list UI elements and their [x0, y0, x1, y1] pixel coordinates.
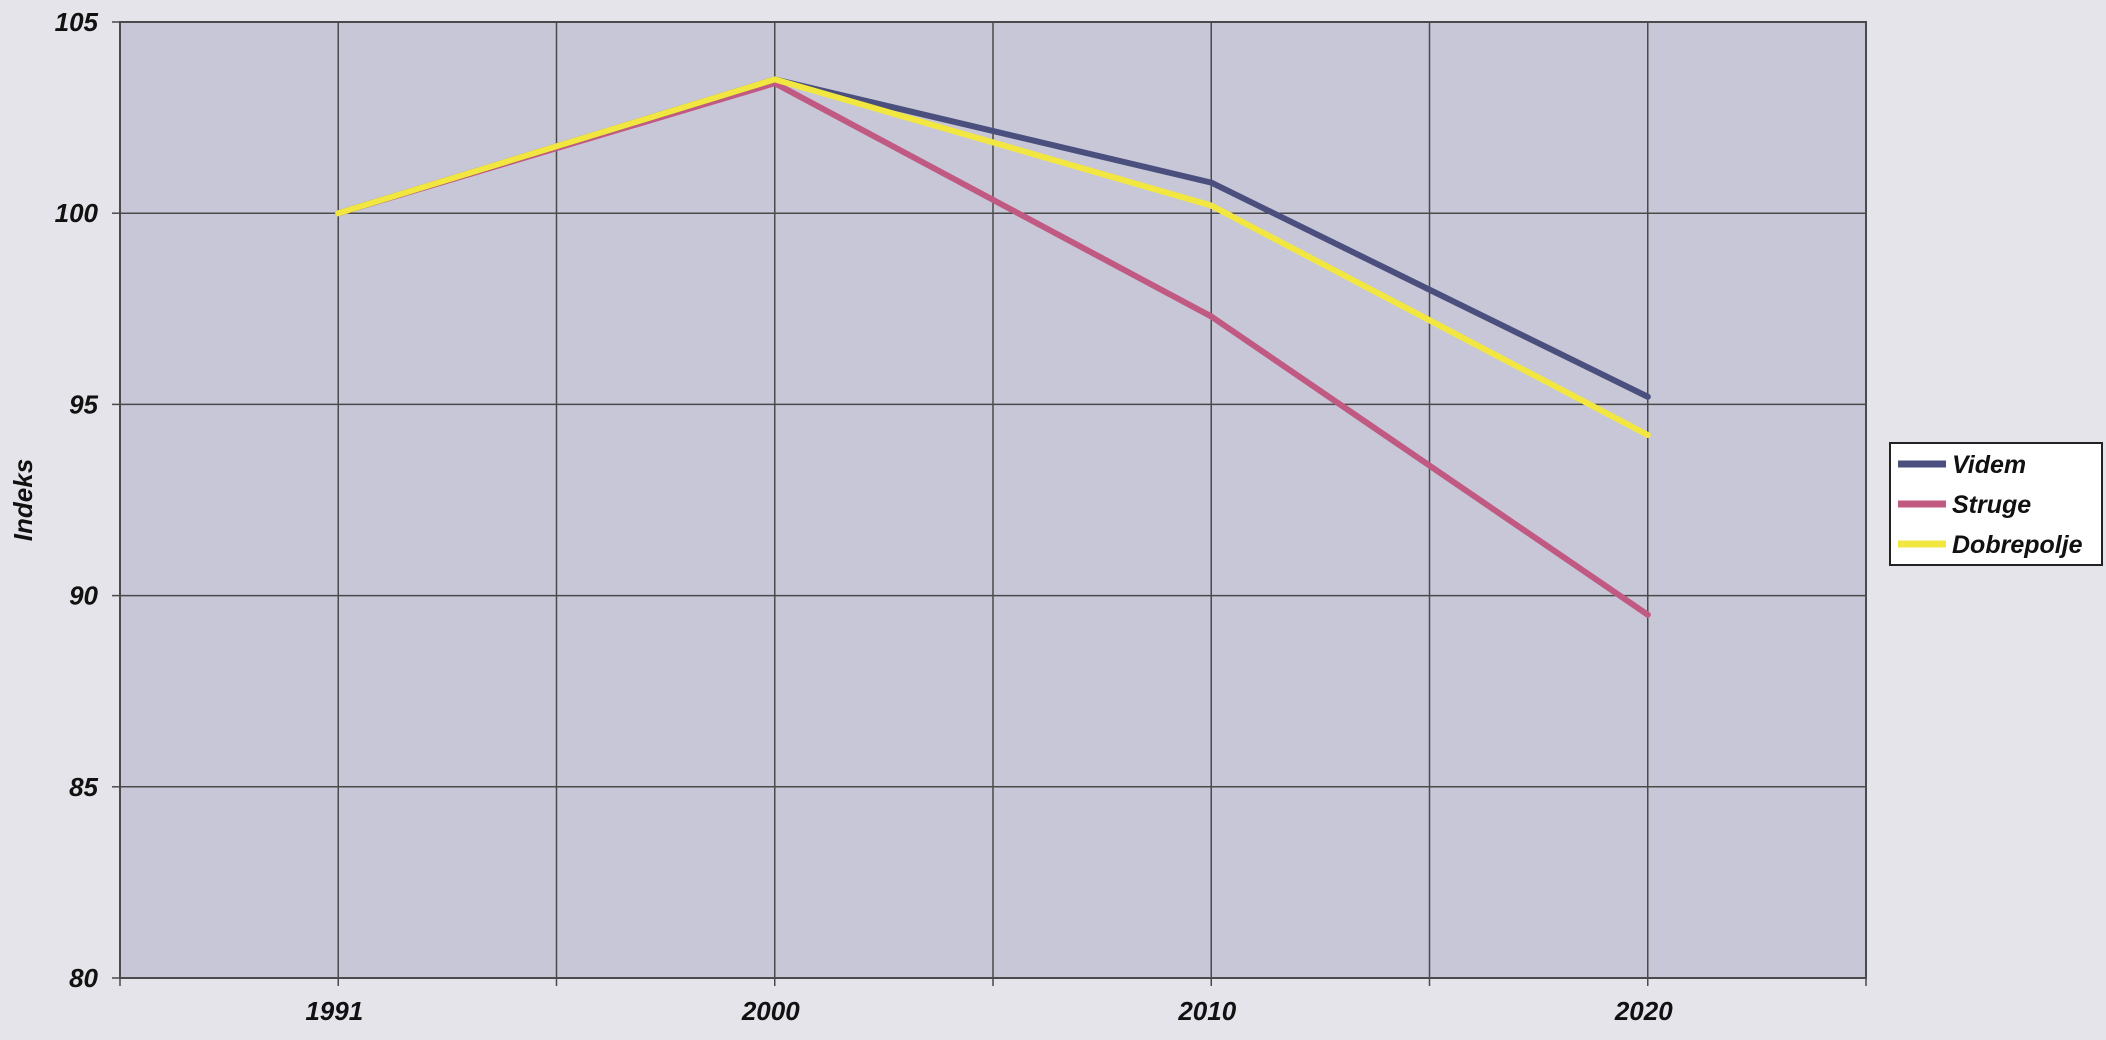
- series-lines: [335, 76, 1651, 618]
- legend-label-struge: Struge: [1952, 491, 2031, 519]
- y-axis-label: Indeks: [8, 459, 38, 541]
- y-tick-label: 90: [69, 581, 98, 611]
- data-point-struge: [1644, 611, 1651, 618]
- grid-lines: [120, 21, 1866, 979]
- data-point-dobrepolje: [1644, 431, 1651, 438]
- legend-label-videm: Videm: [1952, 451, 2026, 479]
- data-point-dobrepolje: [335, 210, 342, 217]
- x-axis-ticks: 1991 2000 2010 2020: [119, 978, 1867, 1026]
- data-point-videm: [1208, 179, 1215, 186]
- y-tick-label: 105: [55, 7, 99, 37]
- legend: Videm Struge Dobrepolje: [1889, 442, 2103, 566]
- data-point-dobrepolje: [771, 76, 778, 83]
- legend-label-dobrepolje: Dobrepolje: [1952, 531, 2083, 559]
- x-tick-label: 2010: [1177, 996, 1236, 1026]
- y-tick-label: 85: [69, 772, 98, 802]
- x-tick-label: 2000: [741, 996, 800, 1026]
- y-tick-label: 100: [55, 198, 99, 228]
- data-point-videm: [1644, 393, 1651, 400]
- data-point-struge: [1208, 313, 1215, 320]
- series-line-dobrepolje: [335, 76, 1651, 438]
- y-tick-label: 95: [69, 389, 98, 419]
- y-tick-label: 80: [69, 963, 98, 993]
- x-tick-label: 1991: [305, 996, 363, 1026]
- data-point-dobrepolje: [1208, 202, 1215, 209]
- y-axis-ticks: 80 85 90 95 100 105: [55, 7, 120, 993]
- x-tick-label: 2020: [1614, 996, 1673, 1026]
